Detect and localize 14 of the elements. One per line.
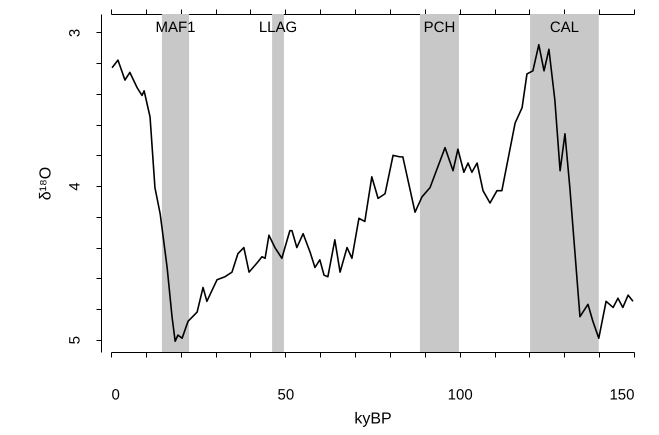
band-label: LLAG xyxy=(258,19,298,36)
band-label: PCH xyxy=(424,19,456,36)
line-series xyxy=(111,44,634,342)
x-axis-title: kyBP xyxy=(354,410,392,428)
y-tick-label: 4 xyxy=(66,182,84,191)
x-tick-label: 100 xyxy=(448,386,473,404)
x-tick-label: 0 xyxy=(112,386,120,404)
band-label: MAF1 xyxy=(155,19,196,36)
y-tick-label: 5 xyxy=(66,336,84,344)
band-label: CAL xyxy=(550,19,580,36)
x-tick-label: 150 xyxy=(609,386,634,404)
x-tick-label: 50 xyxy=(277,386,294,404)
y-axis-title: δ¹⁸O xyxy=(38,166,54,200)
y-tick-label: 3 xyxy=(66,28,84,38)
